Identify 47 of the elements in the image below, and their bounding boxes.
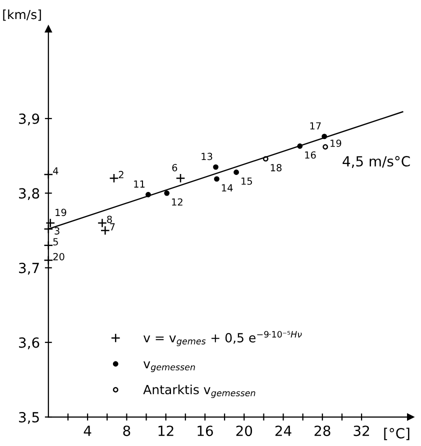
annotation: 5 [53,238,58,246]
x-tick-label: 4 [84,426,92,436]
y-tick-label: 3,8 [19,188,40,200]
y-tick-label: 3,7 [19,262,39,275]
point [214,176,220,182]
x-tick-label: 16 [198,426,213,436]
annotation: 3 [54,227,60,235]
annotation: 8 [107,216,112,224]
legend-label: Antarktis v$_{gemessen}$ [143,384,256,398]
x-tick-label: 20 [236,426,252,436]
annotation: 6 [172,164,178,172]
y-tick-label: 3,9 [19,114,40,126]
x-tick-label: 24 [275,426,292,436]
annotation: 16 [305,151,316,159]
point [109,173,119,184]
annotation: 19 [56,208,66,216]
annotation: 15 [242,178,252,185]
y-tick-label: 3,6 [19,337,40,350]
annotation: 17 [310,122,321,130]
annotation: 13 [202,152,212,160]
point [234,170,240,175]
point [97,218,108,228]
annotation: 11 [134,180,145,188]
point [164,190,170,196]
y-axis-title: [km/s] [3,10,41,21]
x-tick-label: 8 [123,426,130,436]
point [100,226,110,236]
point [322,144,328,150]
annotation: 7 [110,223,115,230]
annotation: 20 [53,253,64,260]
point [262,156,268,162]
y-tick-label: 3,5 [19,412,39,424]
annotation: 18 [270,164,282,172]
x-tick-label: 12 [158,426,174,436]
x-axis-title: [°C] [384,428,410,440]
annotation: 19 [330,140,342,147]
annotation: 14 [222,184,233,192]
annotation: 12 [172,198,182,206]
legend-label: v$_{gemessen}$ [143,361,195,372]
point [213,164,218,170]
point [176,173,186,184]
x-tick-label: 32 [354,426,369,436]
annotation: 2 [118,170,124,178]
annotation: 4 [53,167,58,174]
legend-label: v = v$_{gemes}$ + 0,5 e$^{−9·10⁻⁵Hν}$ [143,331,302,346]
x-tick-label: 28 [314,426,330,436]
annotation: 4,5 m/s°C [342,156,410,168]
